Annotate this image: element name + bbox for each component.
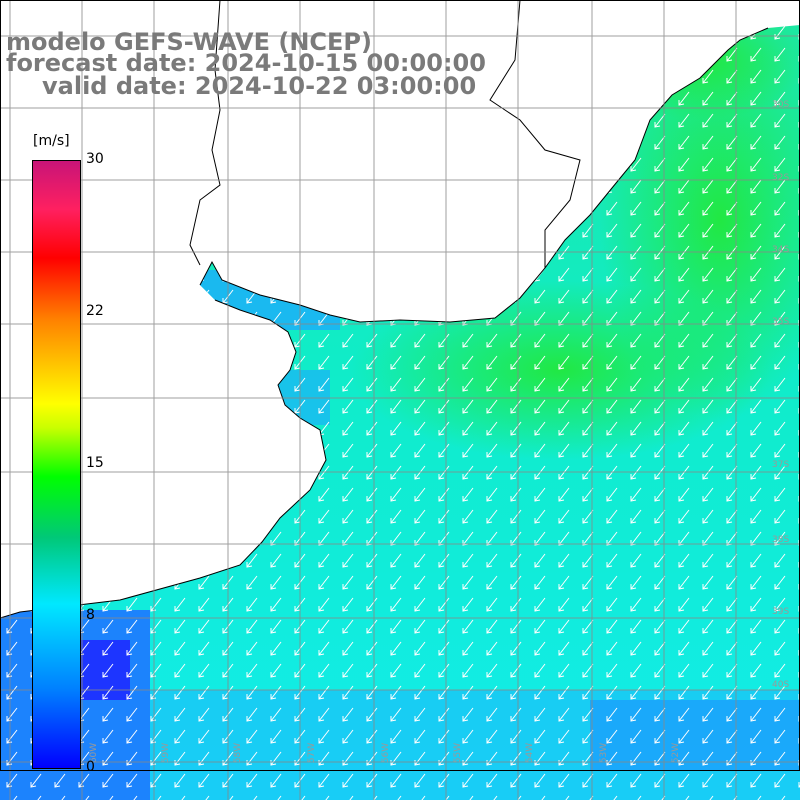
lat-label: 37S (772, 460, 790, 470)
lat-label: 30S (772, 100, 790, 110)
colorbar-unit: [m/s] (33, 133, 70, 149)
lat-label: 40S (772, 680, 790, 690)
forecast-date: forecast date: 2024-10-15 00:00:00 (6, 49, 486, 77)
lon-label: 54W (525, 742, 536, 764)
lat-label: 34S (772, 245, 790, 255)
lat-label: 32S (772, 173, 790, 183)
model-title: modelo GEFS-WAVE (NCEP) (6, 28, 372, 56)
lon-label: 57W (307, 742, 318, 764)
colorbar-tick: 15 (86, 455, 104, 471)
lon-label: 55W (453, 742, 464, 764)
colorbar-tick: 30 (86, 151, 104, 167)
lat-label: 38S (772, 535, 790, 545)
lat-label: 35S (772, 317, 790, 327)
colorbar (32, 160, 81, 769)
lon-label: 53W (599, 742, 610, 764)
lon-label: 56W (381, 742, 392, 764)
colorbar-tick: 22 (86, 303, 104, 319)
lat-label: 39S (772, 607, 790, 617)
colorbar-tick: 0 (86, 759, 95, 775)
lon-label: 52W (671, 742, 682, 764)
colorbar-tick: 8 (86, 607, 95, 623)
lon-label: 58W (233, 742, 244, 764)
valid-date: valid date: 2024-10-22 03:00:00 (42, 72, 477, 100)
lon-label: 59W (161, 742, 172, 764)
